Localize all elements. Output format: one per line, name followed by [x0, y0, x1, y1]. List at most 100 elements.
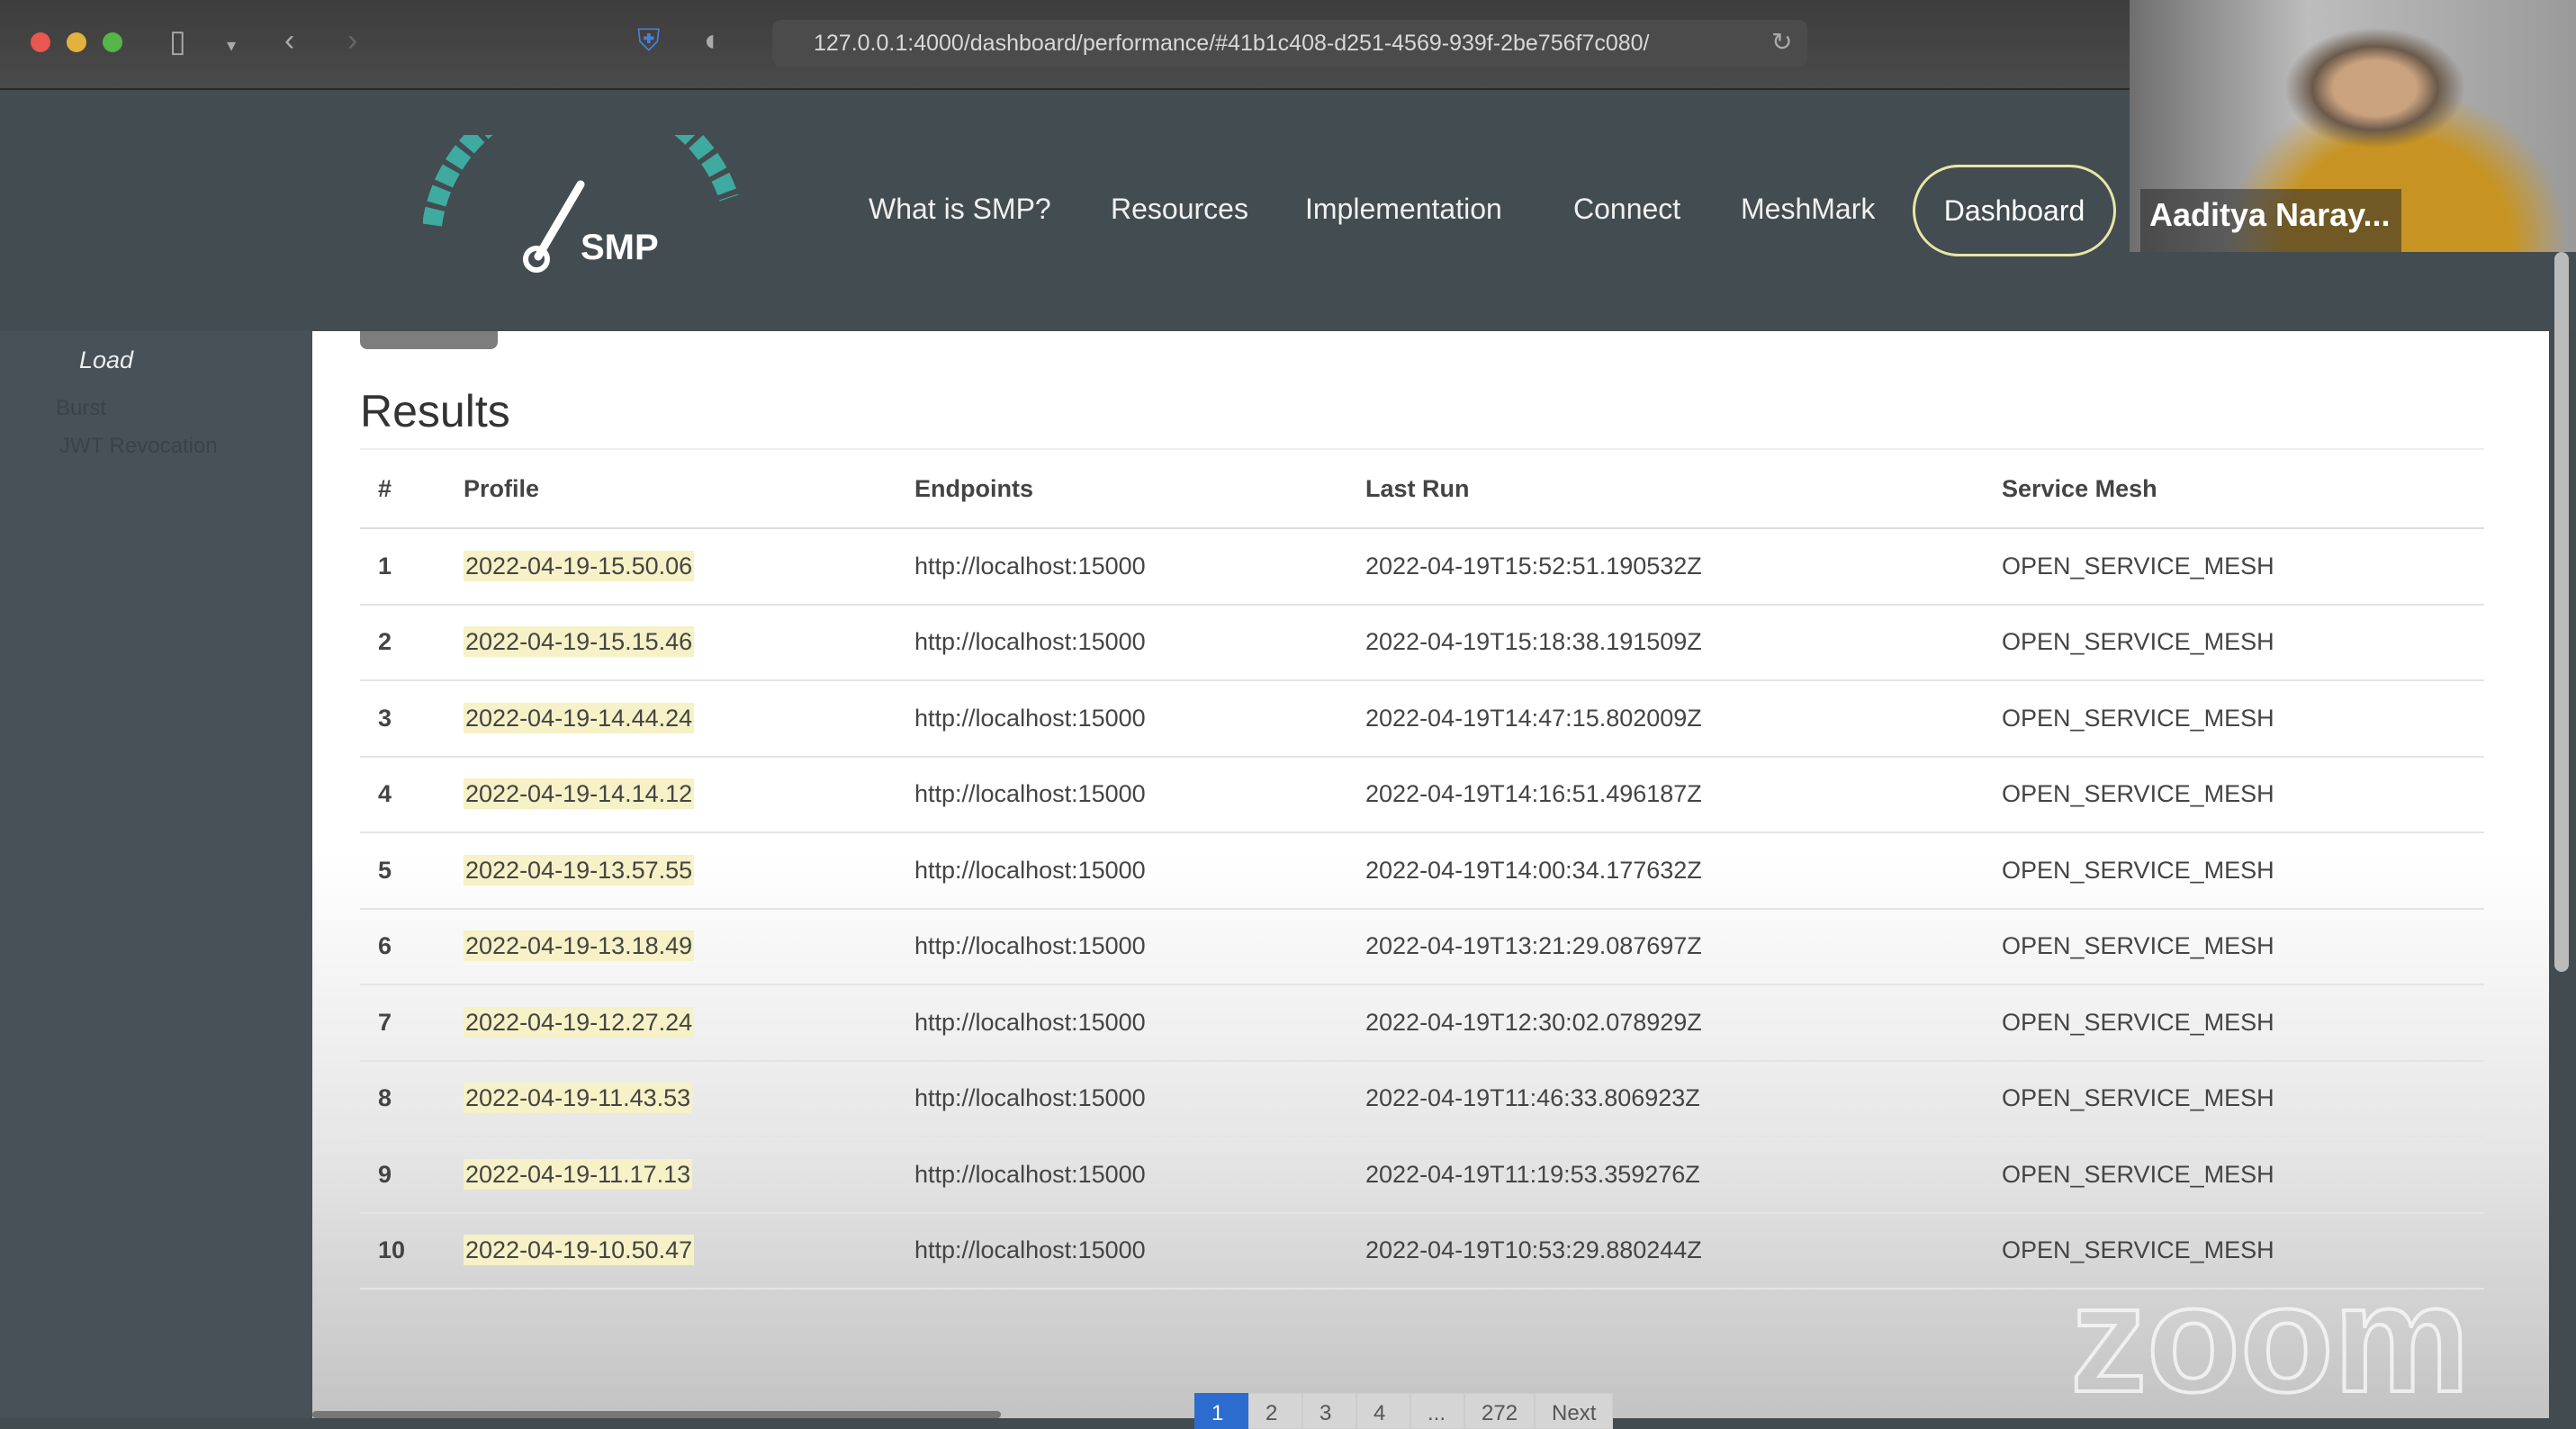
profile-link[interactable]: 2022-04-19-10.50.47	[464, 1235, 695, 1266]
chevron-down-icon[interactable]: ▾	[227, 36, 237, 56]
video-participant-tile: Aaditya Naray...	[2130, 0, 2576, 252]
horizontal-scrollbar[interactable]	[312, 1411, 1001, 1418]
cell-endpoint: http://localhost:15000	[914, 832, 1365, 910]
table-row[interactable]: 3 2022-04-19-14.44.24 http://localhost:150…	[360, 680, 2484, 758]
service-mesh: OPEN_SERVICE_MESH	[2002, 780, 2274, 808]
address-bar[interactable]: 127.0.0.1:4000/dashboard/performance/#41…	[772, 20, 1807, 67]
nav-resources[interactable]: Resources	[1111, 193, 1248, 225]
zoom-watermark: zoom	[2068, 1252, 2472, 1426]
profile-link[interactable]: 2022-04-19-14.44.24	[464, 702, 695, 733]
profile-link[interactable]: 2022-04-19-12.27.24	[464, 1006, 695, 1038]
service-mesh: OPEN_SERVICE_MESH	[2002, 932, 2274, 960]
profile-link[interactable]: 2022-04-19-14.14.12	[464, 778, 695, 810]
minimize-window-button[interactable]	[67, 32, 86, 52]
close-window-button[interactable]	[31, 32, 50, 52]
service-mesh: OPEN_SERVICE_MESH	[2002, 704, 2274, 732]
table-row[interactable]: 7 2022-04-19-12.27.24 http://localhost:150…	[360, 984, 2484, 1062]
sidebar-item-load[interactable]: Load	[79, 346, 134, 373]
endpoint: http://localhost:15000	[914, 856, 1146, 884]
results-panel: Results # Profile Endpoints Last Run Ser…	[312, 331, 2549, 1429]
cell-last-run: 2022-04-19T11:19:53.359276Z	[1365, 1137, 2002, 1214]
profile-link[interactable]: 2022-04-19-11.43.53	[464, 1083, 693, 1114]
cell-endpoint: http://localhost:15000	[914, 908, 1365, 985]
column-header-service-mesh: Service Mesh	[2002, 448, 2484, 529]
tab-handle[interactable]	[360, 331, 498, 349]
table-row[interactable]: 5 2022-04-19-13.57.55 http://localhost:150…	[360, 832, 2484, 910]
cell-row-number: 1	[360, 528, 464, 606]
row-number: 5	[378, 856, 392, 884]
cell-last-run: 2022-04-19T14:00:34.177632Z	[1365, 832, 2002, 910]
sidebar-item-burst[interactable]: Burst	[56, 396, 107, 420]
table-row[interactable]: 8 2022-04-19-11.43.53 http://localhost:150…	[360, 1060, 2484, 1137]
cell-service-mesh: OPEN_SERVICE_MESH	[2002, 1060, 2484, 1137]
endpoint: http://localhost:15000	[914, 1236, 1146, 1264]
sidebar: Load Burst JWT Revocation	[0, 331, 312, 1418]
row-number: 10	[378, 1236, 406, 1264]
page-button[interactable]: 1	[1194, 1393, 1248, 1429]
endpoint: http://localhost:15000	[914, 628, 1146, 656]
last-run: 2022-04-19T14:47:15.802009Z	[1365, 704, 1702, 732]
page-button[interactable]: 4	[1356, 1393, 1410, 1429]
sidebar-item-jwt-revocation[interactable]: JWT Revocation	[59, 434, 218, 458]
profile-link[interactable]: 2022-04-19-15.50.06	[464, 550, 695, 581]
page-button[interactable]: 3	[1302, 1393, 1356, 1429]
profile-link[interactable]: 2022-04-19-13.57.55	[464, 854, 695, 885]
last-run: 2022-04-19T14:00:34.177632Z	[1365, 856, 1702, 884]
reload-icon[interactable]: ↻	[1771, 28, 1793, 56]
nav-meshmark[interactable]: MeshMark	[1741, 193, 1876, 225]
page-button[interactable]: 2	[1248, 1393, 1302, 1429]
page-title: Results	[360, 386, 510, 436]
cell-service-mesh: OPEN_SERVICE_MESH	[2002, 756, 2484, 833]
page-button[interactable]: ...	[1410, 1393, 1464, 1429]
nav-connect[interactable]: Connect	[1573, 193, 1681, 225]
table-row[interactable]: 1 2022-04-19-15.50.06 http://localhost:150…	[360, 528, 2484, 606]
nav-what-is-smp[interactable]: What is SMP?	[869, 193, 1051, 225]
table-row[interactable]: 6 2022-04-19-13.18.49 http://localhost:150…	[360, 908, 2484, 985]
page-button[interactable]: Next	[1535, 1393, 1614, 1429]
cell-row-number: 6	[360, 908, 464, 985]
cell-row-number: 3	[360, 680, 464, 758]
nav-implementation[interactable]: Implementation	[1305, 193, 1502, 225]
table-row[interactable]: 10 2022-04-19-10.50.47 http://localhost:15…	[360, 1212, 2484, 1290]
table-row[interactable]: 2 2022-04-19-15.15.46 http://localhost:150…	[360, 604, 2484, 681]
cell-endpoint: http://localhost:15000	[914, 528, 1365, 606]
cell-row-number: 2	[360, 604, 464, 681]
row-number: 6	[378, 932, 392, 960]
vertical-scrollbar[interactable]	[2554, 252, 2569, 972]
last-run: 2022-04-19T15:52:51.190532Z	[1365, 552, 1702, 580]
smp-logo[interactable]: SMP	[423, 135, 747, 279]
cell-endpoint: http://localhost:15000	[914, 1212, 1365, 1290]
profile-link[interactable]: 2022-04-19-15.15.46	[464, 626, 695, 658]
cell-row-number: 10	[360, 1212, 464, 1290]
row-number: 8	[378, 1084, 392, 1112]
table-row[interactable]: 9 2022-04-19-11.17.13 http://localhost:150…	[360, 1137, 2484, 1214]
maximize-window-button[interactable]	[103, 32, 122, 52]
endpoint: http://localhost:15000	[914, 1160, 1146, 1188]
service-mesh: OPEN_SERVICE_MESH	[2002, 552, 2274, 580]
last-run: 2022-04-19T11:46:33.806923Z	[1365, 1084, 1700, 1112]
service-mesh: OPEN_SERVICE_MESH	[2002, 1236, 2274, 1264]
endpoint: http://localhost:15000	[914, 552, 1146, 580]
cell-last-run: 2022-04-19T15:52:51.190532Z	[1365, 528, 2002, 606]
sidebar-toggle-icon[interactable]: ▯	[169, 24, 186, 58]
dashboard-button[interactable]: Dashboard	[1913, 165, 2116, 256]
privacy-shield-icon[interactable]: ⛨	[637, 23, 661, 58]
service-mesh: OPEN_SERVICE_MESH	[2002, 856, 2274, 884]
back-icon[interactable]: ‹	[284, 23, 295, 58]
profile-link[interactable]: 2022-04-19-11.17.13	[464, 1158, 693, 1190]
column-header-profile: Profile	[464, 448, 914, 529]
forward-icon[interactable]: ›	[347, 23, 358, 58]
shield-icon[interactable]: ◐	[704, 23, 723, 58]
results-table: # Profile Endpoints Last Run Service Mes…	[360, 448, 2484, 1290]
row-number: 7	[378, 1008, 392, 1036]
cell-service-mesh: OPEN_SERVICE_MESH	[2002, 604, 2484, 681]
profile-link[interactable]: 2022-04-19-13.18.49	[464, 930, 695, 962]
table-row[interactable]: 4 2022-04-19-14.14.12 http://localhost:150…	[360, 756, 2484, 833]
cell-last-run: 2022-04-19T14:16:51.496187Z	[1365, 756, 2002, 833]
page-button[interactable]: 272	[1464, 1393, 1536, 1429]
cell-last-run: 2022-04-19T13:21:29.087697Z	[1365, 908, 2002, 985]
cell-row-number: 7	[360, 984, 464, 1062]
cell-service-mesh: OPEN_SERVICE_MESH	[2002, 1137, 2484, 1214]
service-mesh: OPEN_SERVICE_MESH	[2002, 1160, 2274, 1188]
endpoint: http://localhost:15000	[914, 780, 1146, 808]
